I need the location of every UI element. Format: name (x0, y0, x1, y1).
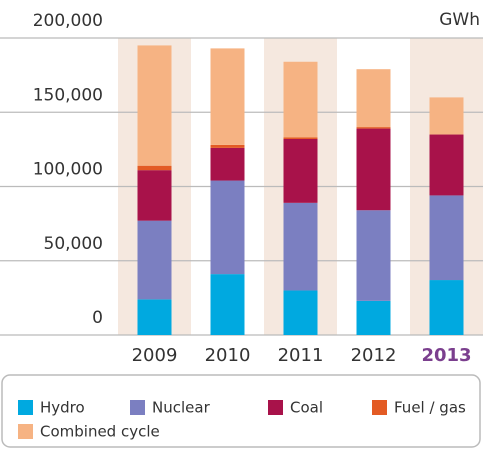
legend-swatch (18, 400, 33, 415)
bar-segment (137, 299, 172, 335)
legend-label: Fuel / gas (394, 399, 466, 417)
bar-segment (283, 138, 318, 203)
legend-swatch (130, 400, 145, 415)
legend-box (1, 374, 481, 448)
x-tick-label: 2012 (351, 345, 397, 366)
bar-segment (356, 69, 391, 128)
legend-label: Coal (290, 399, 323, 417)
bar-segment (356, 300, 391, 335)
bar-segment (210, 48, 245, 145)
x-tick-label: 2011 (278, 345, 324, 366)
bar-segment (210, 147, 245, 181)
bar-segment (429, 195, 464, 281)
unit-label: GWh (439, 10, 480, 30)
y-tick-label: 150,000 (33, 85, 103, 105)
bar-segment (137, 170, 172, 221)
bar-segment (429, 97, 464, 135)
bar-segment (210, 274, 245, 335)
bar-segment (137, 165, 172, 171)
legend-swatch (268, 400, 283, 415)
bar-segment (283, 61, 318, 138)
bar-segment (210, 180, 245, 275)
y-tick-label: 200,000 (33, 11, 103, 31)
bar-segment (137, 45, 172, 166)
bar-segment (356, 127, 391, 129)
bar-segment (137, 220, 172, 300)
bar-segment (356, 210, 391, 301)
bar-segment (283, 202, 318, 291)
y-tick-label: 50,000 (44, 234, 103, 254)
y-tick-label: 100,000 (33, 160, 103, 180)
y-tick-label: 0 (92, 308, 103, 328)
bar-segment (429, 280, 464, 335)
legend-label: Hydro (40, 399, 85, 417)
bar-segment (283, 290, 318, 335)
x-tick-label: 2013 (421, 345, 471, 366)
bar-segment (356, 128, 391, 211)
bar-segment (429, 134, 464, 196)
legend-label: Nuclear (152, 399, 211, 417)
bar-segment (210, 144, 245, 148)
legend-swatch (372, 400, 387, 415)
legend-swatch (18, 424, 33, 439)
x-tick-label: 2009 (132, 345, 178, 366)
legend-label: Combined cycle (40, 423, 160, 441)
x-tick-label: 2010 (205, 345, 251, 366)
bar-segment (283, 137, 318, 139)
